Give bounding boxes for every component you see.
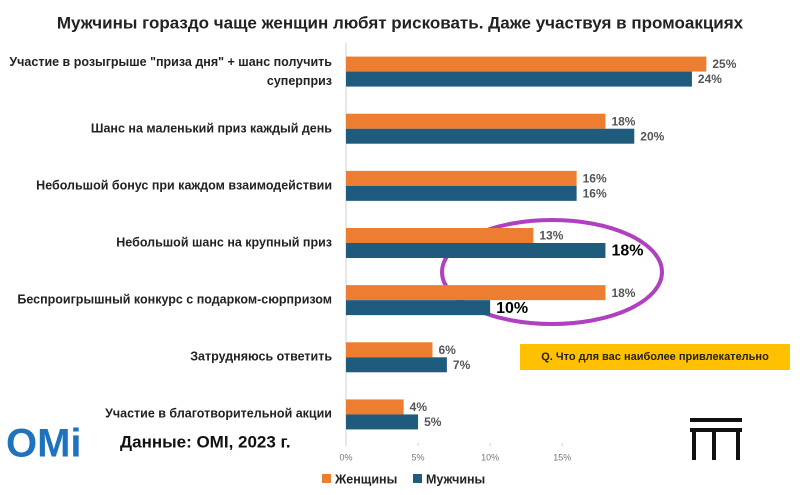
bar bbox=[346, 399, 404, 415]
category-label: Участие в розыгрыше "приза дня" + шанс п… bbox=[9, 54, 332, 88]
bar bbox=[346, 285, 606, 301]
value-label: 25% bbox=[712, 57, 736, 71]
value-label: 7% bbox=[453, 358, 471, 372]
category-label: Беспроигрышный конкурс с подарком-сюрпри… bbox=[17, 292, 332, 307]
source: Данные: OMI, 2023 г. bbox=[120, 432, 291, 451]
brand-mark bbox=[690, 418, 742, 460]
bar bbox=[346, 414, 419, 430]
legend-swatch bbox=[322, 474, 331, 483]
value-label: 13% bbox=[539, 229, 563, 243]
bar bbox=[346, 357, 447, 373]
note: Q. Что для вас наиболее привлекательно bbox=[541, 351, 769, 363]
bar bbox=[346, 71, 692, 87]
legend-swatch bbox=[413, 474, 422, 483]
legend-label: Женщины bbox=[334, 472, 397, 486]
value-label: 18% bbox=[611, 114, 635, 128]
value-label: 24% bbox=[698, 72, 722, 86]
value-label: 10% bbox=[496, 300, 528, 317]
bar bbox=[346, 113, 606, 129]
category-label: Затрудняюсь ответить bbox=[190, 349, 332, 364]
highlight-ellipse bbox=[440, 218, 664, 326]
note-box bbox=[520, 344, 790, 370]
value-label: 5% bbox=[424, 415, 442, 429]
chart-title: Мужчины гораздо чаще женщин любят рисков… bbox=[57, 13, 744, 32]
bar bbox=[346, 170, 577, 186]
x-tick-label: 5% bbox=[412, 452, 425, 462]
bar bbox=[346, 243, 606, 258]
category-label: Участие в благотворительной акции bbox=[105, 406, 332, 421]
bar bbox=[346, 342, 433, 358]
value-label: 18% bbox=[611, 243, 643, 260]
bar bbox=[346, 128, 635, 144]
category-label: Шанс на маленький приз каждый день bbox=[90, 121, 332, 136]
x-tick-label: 15% bbox=[553, 452, 571, 462]
value-label: 6% bbox=[438, 343, 456, 357]
logo: OMi bbox=[6, 422, 82, 466]
category-label: Небольшой бонус при каждом взаимодействи… bbox=[36, 178, 332, 193]
legend-label: Мужчины bbox=[426, 472, 485, 486]
x-tick-label: 10% bbox=[481, 452, 499, 462]
bar bbox=[346, 56, 707, 72]
bar bbox=[346, 228, 534, 243]
bar bbox=[346, 185, 577, 201]
category-label: Небольшой шанс на крупный приз bbox=[116, 235, 332, 250]
x-tick-label: 0% bbox=[339, 452, 352, 462]
value-label: 4% bbox=[410, 400, 428, 414]
value-label: 18% bbox=[611, 286, 635, 300]
value-label: 16% bbox=[583, 187, 607, 201]
value-label: 16% bbox=[583, 172, 607, 186]
bar bbox=[346, 300, 491, 316]
value-label: 20% bbox=[640, 129, 664, 143]
